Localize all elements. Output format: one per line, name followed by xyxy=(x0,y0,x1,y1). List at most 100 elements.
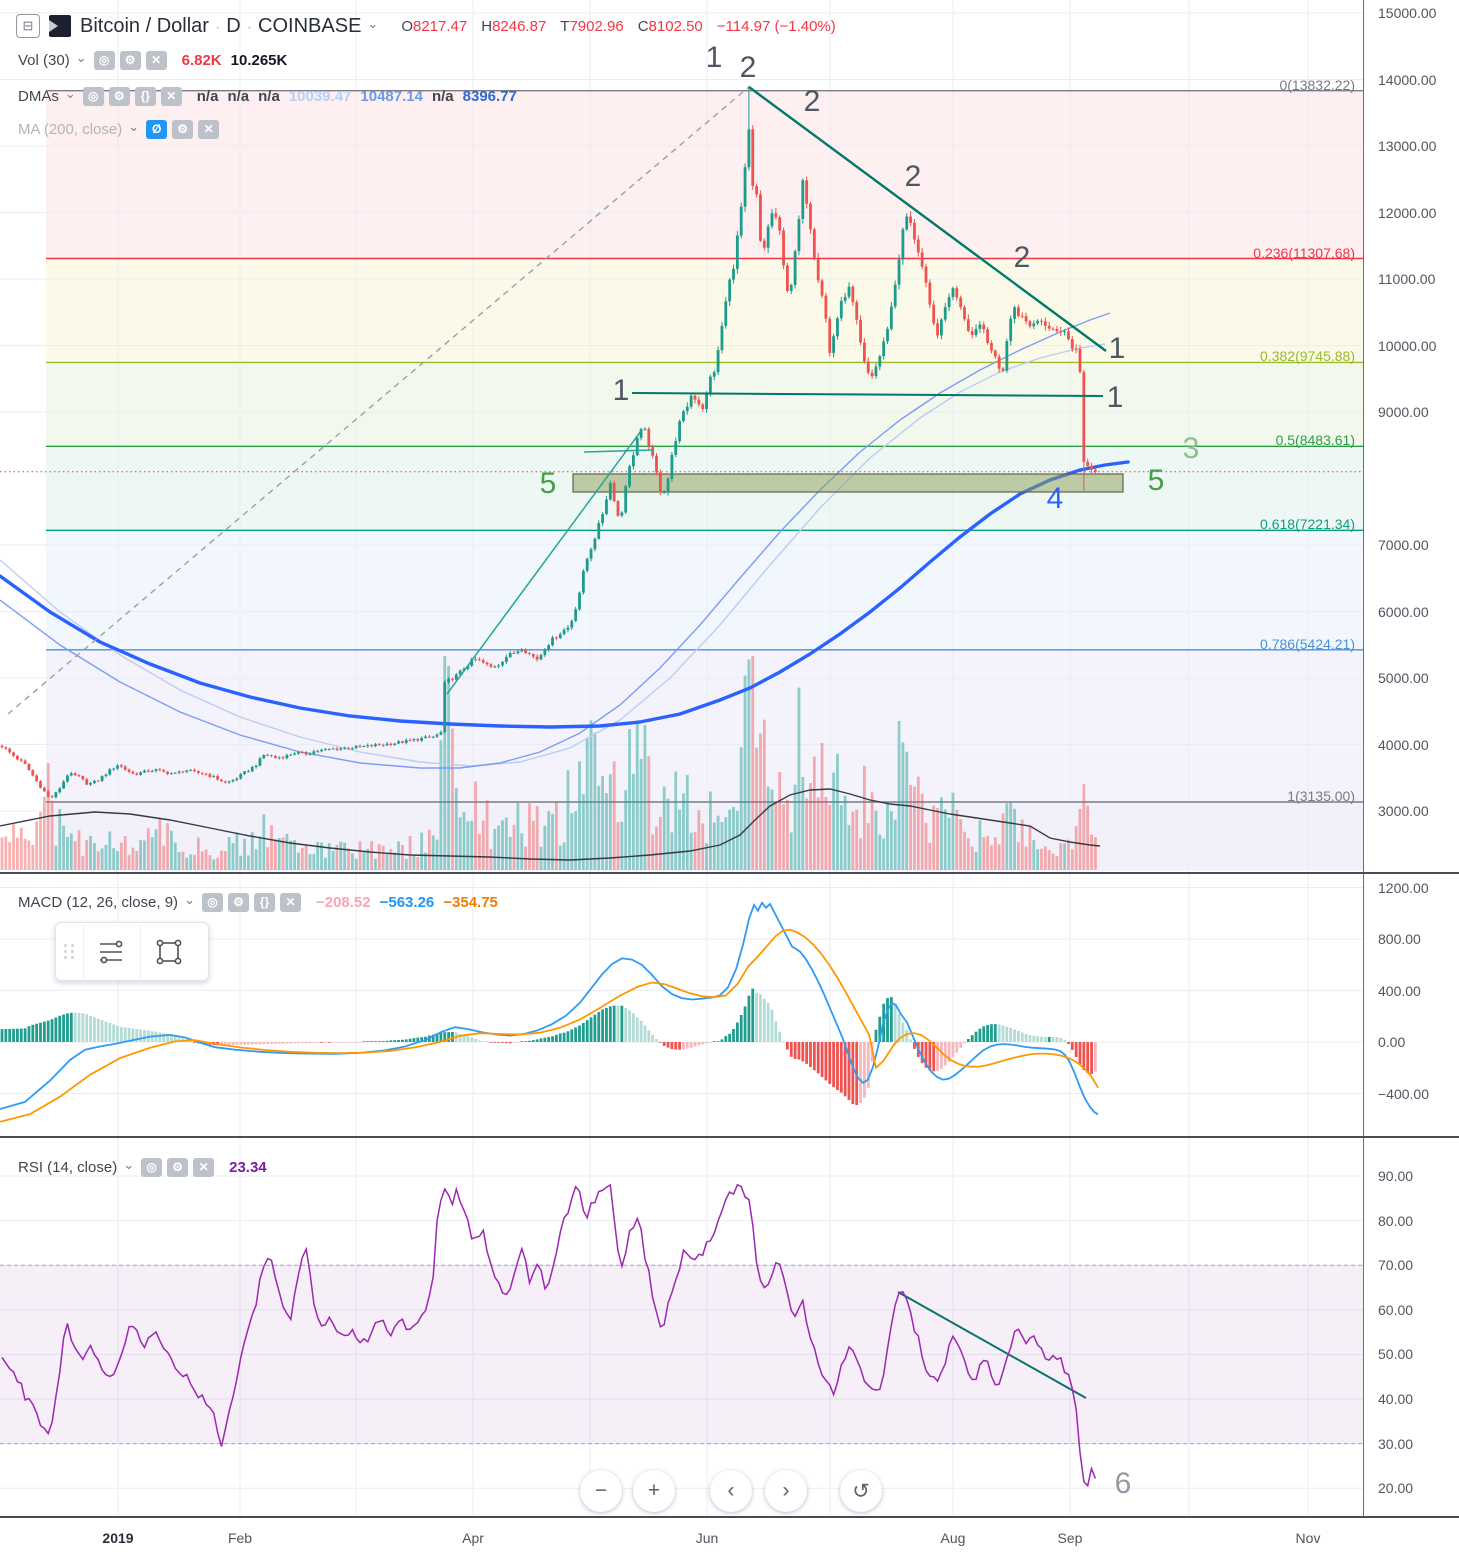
visibility-icon[interactable]: ◎ xyxy=(82,86,104,106)
visibility-icon[interactable]: ◎ xyxy=(141,1157,163,1177)
chevron-down-icon[interactable]: ⌄ xyxy=(64,86,76,101)
axis-tick-label: 9000.00 xyxy=(1378,404,1429,420)
high-value: 8246.87 xyxy=(492,17,547,35)
reset-view-button[interactable]: ↺ xyxy=(840,1470,882,1512)
chevron-down-icon[interactable]: ⌄ xyxy=(128,119,140,134)
axis-tick-label: 20.00 xyxy=(1378,1480,1414,1497)
axis-tick-label: 7000.00 xyxy=(1378,537,1429,553)
source-icon[interactable]: {} xyxy=(253,892,275,912)
line-style-settings-button[interactable] xyxy=(83,923,140,980)
low-value: 7902.96 xyxy=(569,17,624,35)
symbol-name[interactable]: Bitcoin / Dollar xyxy=(80,14,209,37)
window-menu-button[interactable]: ⊟ xyxy=(16,14,40,38)
axis-tick-label: 80.00 xyxy=(1378,1212,1414,1229)
volume-ma-line xyxy=(0,788,1101,861)
macd-value: −563.26 xyxy=(379,893,435,911)
pane-separator xyxy=(0,1516,1459,1518)
symbol-logo xyxy=(49,15,71,37)
volume-label[interactable]: Vol (30) xyxy=(18,51,70,69)
scroll-left-button[interactable]: ‹ xyxy=(710,1470,752,1512)
chevron-down-icon[interactable]: ⌄ xyxy=(75,50,87,65)
settings-icon[interactable]: ⚙ xyxy=(172,119,194,139)
chevron-down-icon[interactable]: ⌄ xyxy=(367,16,379,31)
scroll-right-button[interactable]: › xyxy=(765,1470,807,1512)
volume-value: 6.82K xyxy=(181,51,222,69)
pane-separator[interactable] xyxy=(0,1136,1459,1138)
axis-tick-label: 70.00 xyxy=(1378,1257,1414,1274)
volume-bars xyxy=(0,656,1097,870)
close-icon[interactable]: ✕ xyxy=(160,86,182,106)
price-axis[interactable]: 8102.50 15000.0014000.0013000.0012000.00… xyxy=(1363,0,1459,1516)
dmas-value: n/a xyxy=(227,87,250,105)
axis-tick-label: 0.00 xyxy=(1378,1034,1406,1050)
chevron-down-icon[interactable]: ⌄ xyxy=(184,892,195,907)
macd-lines[interactable] xyxy=(0,901,1099,1123)
axis-tick-label: 10000.00 xyxy=(1378,337,1437,354)
close-value: 8102.50 xyxy=(648,17,703,35)
volume-value: 10.265K xyxy=(230,51,288,69)
axis-tick-label: 15000.00 xyxy=(1378,5,1437,21)
legend-rsi: RSI (14, close) ⌄ ◎ ⚙ ✕ 23.34 xyxy=(18,1157,267,1177)
settings-icon[interactable]: ⚙ xyxy=(108,86,130,106)
rsi-label[interactable]: RSI (14, close) xyxy=(18,1158,118,1176)
axis-tick-label: 4000.00 xyxy=(1378,736,1429,753)
change-value: −114.97 (−1.40%) xyxy=(716,17,836,35)
legend-volume: Vol (30) ⌄ ◎ ⚙ ✕ 6.82K 10.265K xyxy=(18,50,287,70)
axis-tick-label: 90.00 xyxy=(1378,1168,1414,1184)
dmas-label[interactable]: DMAs xyxy=(18,87,59,105)
rsi-band xyxy=(0,1264,1363,1445)
close-icon[interactable]: ✕ xyxy=(279,892,301,912)
axis-tick-label: 50.00 xyxy=(1378,1346,1414,1363)
close-icon[interactable]: ✕ xyxy=(145,50,167,70)
time-tick-label: Aug xyxy=(940,1530,966,1546)
dmas-value: n/a xyxy=(196,87,219,105)
symbol-header: ⊟ Bitcoin / Dollar · D · COINBASE ⌄ O8217.47… xyxy=(16,14,836,38)
zoom-in-button[interactable]: + xyxy=(633,1470,675,1512)
interval-label[interactable]: D xyxy=(226,14,241,37)
rsi-line[interactable] xyxy=(1,1183,1097,1488)
dma-lines[interactable] xyxy=(0,312,1111,769)
fib-bands xyxy=(46,90,1363,871)
visibility-icon[interactable]: ◎ xyxy=(201,892,223,912)
drag-handle-icon[interactable] xyxy=(56,944,83,959)
chevron-down-icon[interactable]: ⌄ xyxy=(123,1157,135,1172)
close-icon[interactable]: ✕ xyxy=(198,119,220,139)
source-icon[interactable]: {} xyxy=(134,86,156,106)
exchange-label[interactable]: COINBASE xyxy=(258,14,362,37)
axis-tick-label: 40.00 xyxy=(1378,1391,1414,1407)
dmas-value: 8396.77 xyxy=(462,87,517,105)
axis-tick-label: 14000.00 xyxy=(1378,71,1437,88)
sliders-icon xyxy=(100,940,123,963)
time-tick-label: Sep xyxy=(1057,1530,1083,1546)
rising-support xyxy=(446,430,642,695)
zoom-out-button[interactable]: − xyxy=(580,1470,622,1512)
visibility-icon[interactable]: ◎ xyxy=(93,50,115,70)
selection-rectangle-icon xyxy=(156,939,182,964)
pane-separator[interactable] xyxy=(0,872,1459,874)
select-drawing-button[interactable] xyxy=(140,923,197,980)
ma200-label[interactable]: MA (200, close) xyxy=(18,120,123,138)
rsi-trendline xyxy=(897,1291,1087,1399)
ma200-line[interactable] xyxy=(0,460,1130,729)
drawing-toolbar xyxy=(55,922,209,981)
macd-histogram xyxy=(0,988,1097,1105)
legend-dmas: DMAs ⌄ ◎ ⚙{} ✕ n/a n/a n/a 10039.47 10487.14 n/a 83… xyxy=(18,86,517,106)
axis-tick-label: 13000.00 xyxy=(1378,138,1437,154)
symbol-title[interactable]: Bitcoin / Dollar · D · COINBASE xyxy=(80,14,362,37)
eye-off-icon[interactable]: Ø xyxy=(146,119,168,139)
time-tick-label: 2019 xyxy=(102,1530,134,1546)
macd-label[interactable]: MACD (12, 26, close, 9) xyxy=(18,893,179,911)
settings-icon[interactable]: ⚙ xyxy=(119,50,141,70)
fib-retracement[interactable] xyxy=(46,89,1363,803)
close-icon[interactable]: ✕ xyxy=(193,1157,215,1177)
axis-tick-label: 3000.00 xyxy=(1378,803,1429,819)
legend-ma200: MA (200, close) ⌄ Ø ⚙ ✕ xyxy=(18,119,220,139)
support-zone[interactable] xyxy=(572,473,1124,493)
trendlines[interactable] xyxy=(7,85,1107,1399)
dmas-value: n/a xyxy=(258,87,280,105)
settings-icon[interactable]: ⚙ xyxy=(167,1157,189,1177)
legend-macd: MACD (12, 26, close, 9) ⌄ ◎ ⚙{} ✕ −208.52 −563… xyxy=(18,892,498,912)
settings-icon[interactable]: ⚙ xyxy=(227,892,249,912)
